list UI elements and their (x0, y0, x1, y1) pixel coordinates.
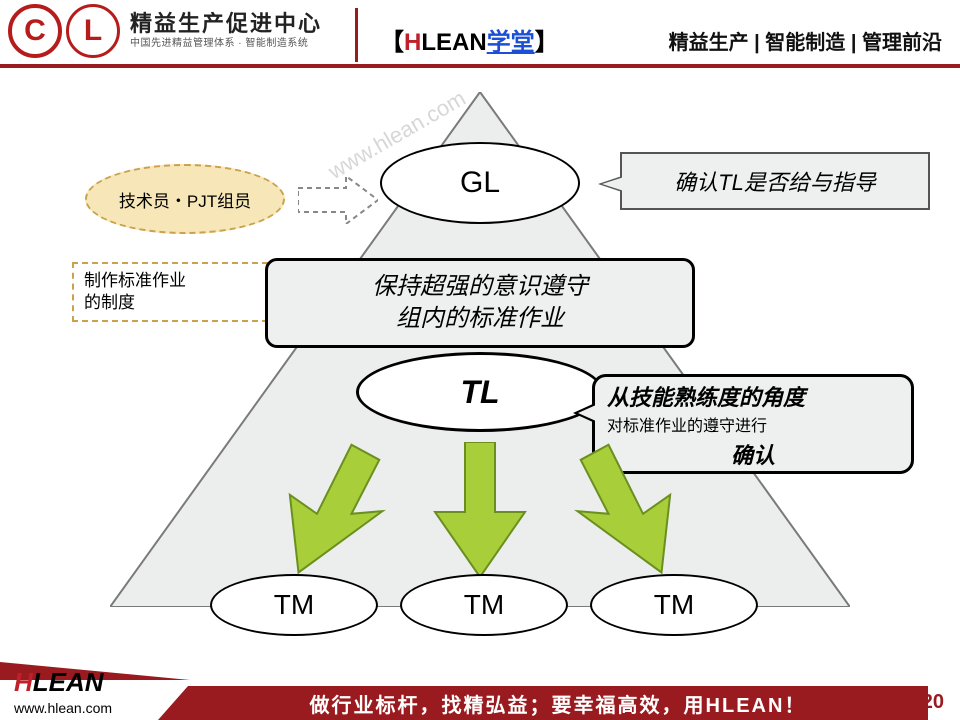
tl-speech-line1: 从技能熟练度的角度 (607, 385, 899, 410)
footer-bar: 做行业标杆，找精弘益；要幸福高效，用HLEAN！ (188, 686, 928, 720)
green-arrow-icon (270, 442, 390, 577)
green-arrow-icon (570, 442, 690, 577)
tl-label: TL (460, 374, 499, 411)
footer-logo: HLEAN (14, 667, 104, 698)
logo-l-icon: L (66, 4, 120, 58)
tm-ellipse: TM (590, 574, 758, 636)
header-tagline: 精益生产 | 智能制造 | 管理前沿 (669, 26, 942, 55)
brand: 【HLEAN学堂】 (380, 22, 559, 57)
bigbox-line2: 组内的标准作业 (372, 303, 588, 335)
header-divider (355, 8, 358, 62)
header: C L 精益生产促进中心 中国先进精益管理体系 · 智能制造系统 【HLEAN学… (0, 0, 960, 68)
tm-ellipse: TM (210, 574, 378, 636)
tl-speech-line2: 对标准作业的遵守进行 (607, 412, 899, 436)
gl-speech: 确认TL是否给与指导 (620, 152, 930, 210)
bigbox-line1: 保持超强的意识遵守 (372, 271, 588, 303)
tm-ellipse: TM (400, 574, 568, 636)
footer: HLEAN www.hlean.com 做行业标杆，找精弘益；要幸福高效，用HL… (0, 666, 960, 720)
dashed-arrow-icon (298, 176, 378, 224)
big-box: 保持超强的意识遵守 组内的标准作业 (265, 258, 695, 348)
gl-label: GL (460, 166, 500, 200)
dashed-rect: 制作标准作业 的制度 (72, 262, 268, 322)
footer-slogan: 做行业标杆，找精弘益；要幸福高效，用HLEAN！ (310, 689, 807, 718)
gl-ellipse: GL (380, 142, 580, 224)
footer-url: www.hlean.com (14, 700, 112, 716)
page-number: 20 (922, 691, 944, 714)
slide-page: C L 精益生产促进中心 中国先进精益管理体系 · 智能制造系统 【HLEAN学… (0, 0, 960, 720)
diagram-area: www.hlean.com www.hlean.com www.hlean.co… (0, 72, 960, 632)
dashrect-text: 制作标准作业 的制度 (84, 271, 186, 312)
gl-speech-text: 确认TL是否给与指导 (674, 165, 876, 197)
pjt-text: 技术员・PJT组员 (119, 187, 251, 212)
header-subtitle: 中国先进精益管理体系 · 智能制造系统 (130, 34, 308, 49)
logo-c-icon: C (8, 4, 62, 58)
logo: C L (8, 4, 120, 60)
green-arrow-icon (420, 442, 540, 577)
pjt-ellipse: 技术员・PJT组员 (85, 164, 285, 234)
tl-ellipse: TL (356, 352, 604, 432)
